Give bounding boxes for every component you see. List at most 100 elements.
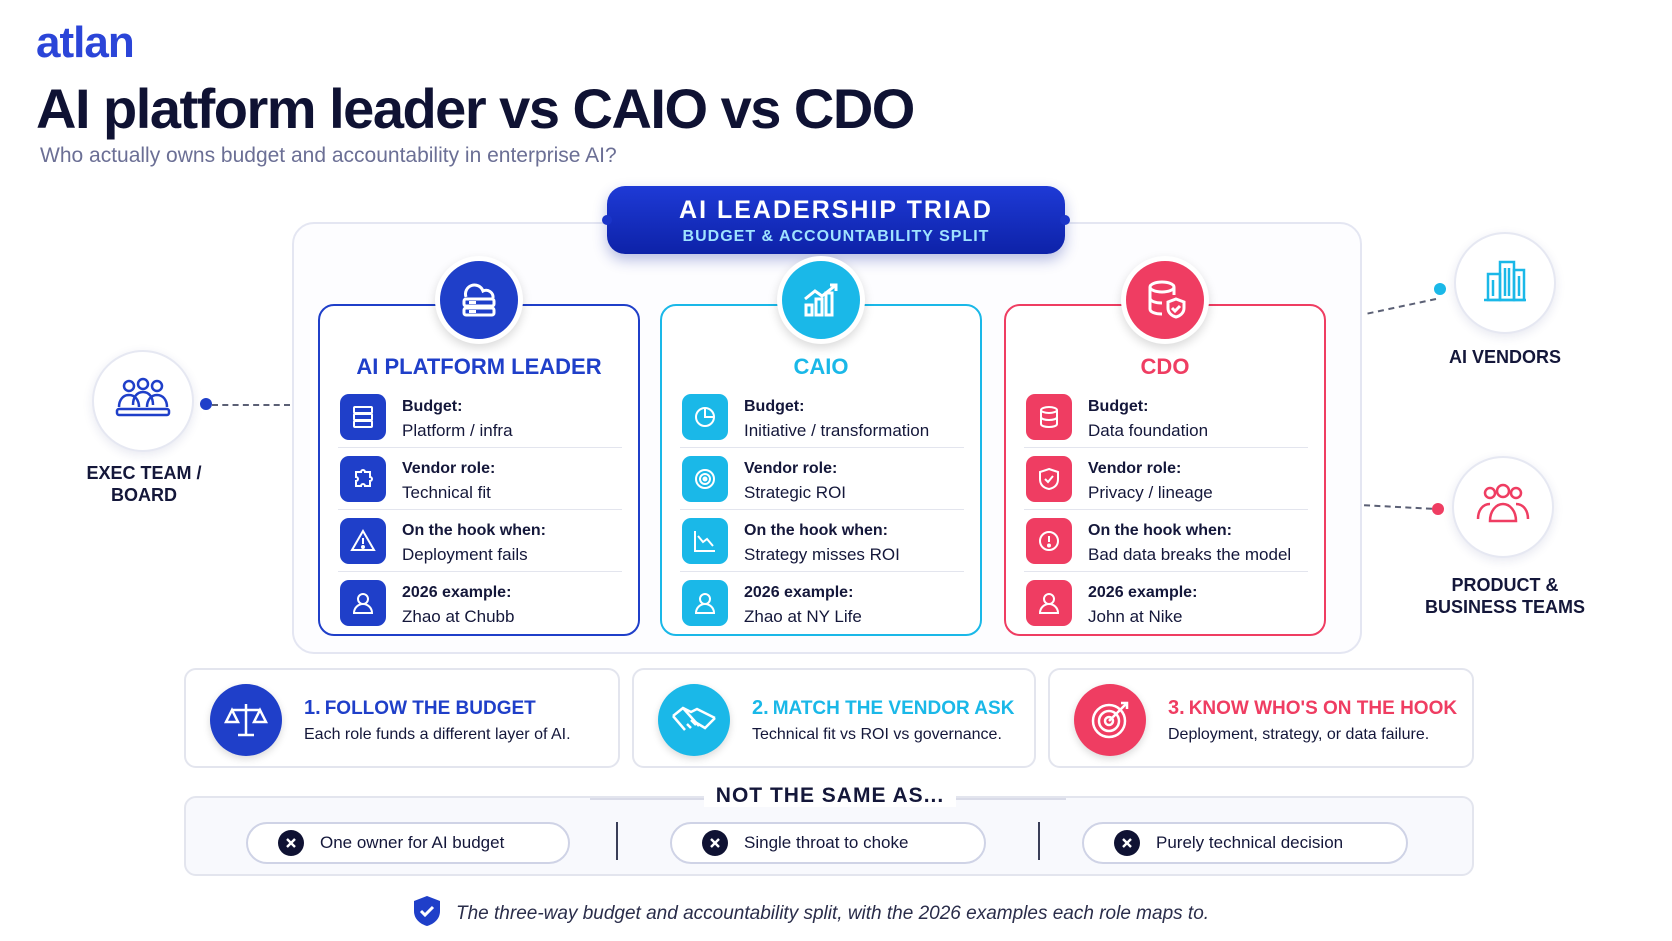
target-icon	[682, 456, 728, 502]
row-value: Privacy / lineage	[1088, 483, 1213, 502]
exec-label-line2: BOARD	[111, 485, 177, 505]
product-connector-dot	[1432, 503, 1444, 515]
card-title: CDO	[1140, 354, 1190, 379]
row-label: Vendor role:	[1088, 460, 1182, 477]
row-label: On the hook when:	[402, 522, 546, 539]
user-icon	[1026, 580, 1072, 626]
scales-icon	[210, 684, 282, 756]
puzzle-icon	[340, 456, 386, 502]
principle-title-text: FOLLOW THE BUDGET	[324, 698, 536, 719]
exec-connector-line	[212, 404, 290, 406]
ai-vendors-label: AI VENDORS	[1448, 347, 1562, 367]
database-icon	[1026, 394, 1072, 440]
x-icon	[1114, 830, 1140, 856]
row-label: Vendor role:	[402, 460, 496, 477]
shield-check-icon	[412, 895, 442, 932]
row-label: Budget:	[744, 398, 805, 415]
card-caio: CAIO Budget: Initiative / transformation…	[660, 256, 982, 636]
warning-icon	[340, 518, 386, 564]
not-same-item: Purely technical decision	[1082, 822, 1408, 864]
card-row-on-the-hook: On the hook when: Deployment fails	[338, 510, 622, 572]
row-label: Budget:	[402, 398, 463, 415]
row-value: John at Nike	[1088, 607, 1183, 626]
card-row-budget: Budget: Initiative / transformation	[680, 386, 964, 448]
row-value: Bad data breaks the model	[1088, 545, 1292, 564]
row-value: Zhao at NY Life	[744, 607, 862, 626]
handshake-icon	[658, 684, 730, 756]
building-icon	[1480, 256, 1530, 311]
not-same-item: Single throat to choke	[670, 822, 986, 864]
principle-desc: Deployment, strategy, or data failure.	[1168, 726, 1430, 743]
card-row-budget: Budget: Data foundation	[1024, 386, 1308, 448]
card-cdo: CDO Budget: Data foundation Vendor role:…	[1004, 256, 1326, 636]
cloud-server-icon	[435, 256, 523, 344]
card-ai-platform-leader: AI PLATFORM LEADER Budget: Platform / in…	[318, 256, 640, 636]
card-row-on-the-hook: On the hook when: Bad data breaks the mo…	[1024, 510, 1308, 572]
page-subtitle: Who actually owns budget and accountabil…	[40, 144, 617, 167]
principle-title-text: MATCH THE VENDOR ASK	[772, 698, 1015, 719]
row-label: On the hook when:	[744, 522, 888, 539]
row-label: 2026 example:	[1088, 584, 1198, 601]
principle-title: 3. KNOW WHO'S ON THE HOOK	[1168, 697, 1457, 720]
principle-desc: Each role funds a different layer of AI.	[304, 726, 571, 743]
team-icon	[113, 377, 173, 426]
banner-left-dot	[602, 215, 612, 225]
card-row-budget: Budget: Platform / infra	[338, 386, 622, 448]
alert-icon	[1026, 518, 1072, 564]
triad-banner: AI LEADERSHIP TRIAD BUDGET & ACCOUNTABIL…	[602, 186, 1070, 254]
vendors-connector-dot	[1434, 283, 1446, 295]
exec-connector-dot	[200, 398, 212, 410]
card-row-vendor-role: Vendor role: Technical fit	[338, 448, 622, 510]
shield-check-icon	[1026, 456, 1072, 502]
row-value: Data foundation	[1088, 421, 1209, 440]
atlan-logo: atlan	[36, 18, 135, 67]
not-same-item: One owner for AI budget	[246, 822, 570, 864]
row-label: 2026 example:	[402, 584, 512, 601]
row-value: Deployment fails	[402, 545, 528, 564]
vendors-connector-line	[1367, 298, 1437, 315]
group-icon	[1473, 483, 1533, 532]
row-value: Zhao at Chubb	[402, 607, 515, 626]
banner-right-dot	[1060, 215, 1070, 225]
x-icon	[278, 830, 304, 856]
principle-know-hook: 3. KNOW WHO'S ON THE HOOK Deployment, str…	[1048, 668, 1474, 768]
principle-title: 2. MATCH THE VENDOR ASK	[752, 697, 1014, 720]
principle-title: 1. FOLLOW THE BUDGET	[304, 697, 536, 720]
pill-separator	[1038, 822, 1040, 860]
product-label-line1: PRODUCT &	[1451, 575, 1559, 595]
principle-match-vendor: 2. MATCH THE VENDOR ASK Technical fit vs …	[632, 668, 1036, 768]
card-title: AI PLATFORM LEADER	[356, 354, 602, 379]
row-label: 2026 example:	[744, 584, 854, 601]
footer-caption: The three-way budget and accountability …	[412, 895, 1209, 932]
product-label-line2: BUSINESS TEAMS	[1424, 597, 1586, 617]
decline-chart-icon	[682, 518, 728, 564]
card-row-vendor-role: Vendor role: Privacy / lineage	[1024, 448, 1308, 510]
row-label: Budget:	[1088, 398, 1149, 415]
not-same-item-text: Purely technical decision	[1156, 833, 1344, 852]
principle-title-text: KNOW WHO'S ON THE HOOK	[1188, 698, 1458, 719]
user-icon	[682, 580, 728, 626]
card-row-vendor-role: Vendor role: Strategic ROI	[680, 448, 964, 510]
row-value: Strategic ROI	[744, 483, 847, 502]
card-row-example: 2026 example: John at Nike	[1024, 572, 1308, 634]
not-same-item-text: Single throat to choke	[744, 833, 909, 852]
product-teams-node	[1452, 456, 1554, 558]
server-icon	[340, 394, 386, 440]
product-connector-line	[1363, 504, 1433, 510]
principle-desc: Technical fit vs ROI vs governance.	[752, 726, 1002, 743]
principle-follow-budget: 1. FOLLOW THE BUDGET Each role funds a di…	[184, 668, 620, 768]
exec-team-node	[92, 350, 194, 452]
not-same-heading: NOT THE SAME AS...	[580, 784, 1080, 808]
user-icon	[340, 580, 386, 626]
card-row-on-the-hook: On the hook when: Strategy misses ROI	[680, 510, 964, 572]
row-value: Strategy misses ROI	[744, 545, 900, 564]
x-icon	[702, 830, 728, 856]
principle-number: 3.	[1168, 697, 1185, 719]
page-title: AI platform leader vs CAIO vs CDO	[36, 77, 915, 140]
exec-label-line1: EXEC TEAM /	[86, 463, 202, 483]
target-icon	[1074, 684, 1146, 756]
triad-title: AI LEADERSHIP TRIAD	[679, 196, 993, 224]
row-value: Platform / infra	[402, 421, 513, 440]
principle-number: 1.	[304, 697, 321, 719]
row-value: Initiative / transformation	[744, 421, 930, 440]
